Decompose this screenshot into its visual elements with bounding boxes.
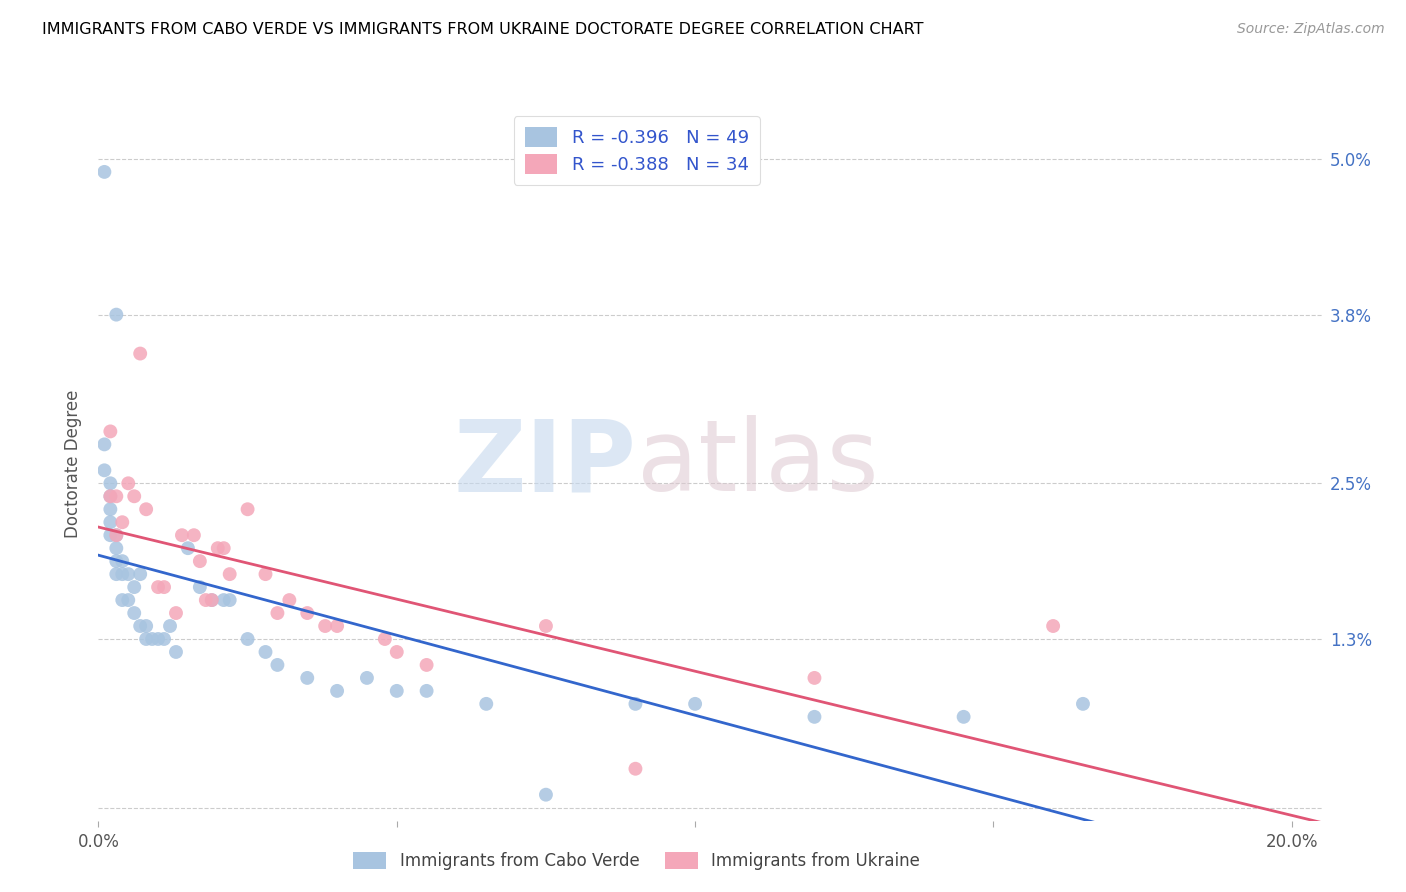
Point <box>624 762 647 776</box>
Point <box>356 671 378 685</box>
Point <box>93 165 115 179</box>
Point <box>475 697 498 711</box>
Point <box>326 684 349 698</box>
Point <box>207 541 229 556</box>
Point <box>236 502 259 516</box>
Point <box>212 541 235 556</box>
Point <box>236 632 259 646</box>
Point <box>153 580 176 594</box>
Point <box>385 684 408 698</box>
Point <box>266 657 288 672</box>
Point <box>141 632 163 646</box>
Point <box>153 632 176 646</box>
Point <box>624 697 647 711</box>
Point <box>534 619 557 633</box>
Point <box>98 489 121 503</box>
Point <box>98 476 121 491</box>
Point <box>135 632 157 646</box>
Point <box>183 528 205 542</box>
Point <box>278 593 301 607</box>
Point <box>326 619 349 633</box>
Point <box>98 515 121 529</box>
Point <box>117 567 139 582</box>
Point <box>201 593 224 607</box>
Point <box>135 502 157 516</box>
Point <box>297 671 319 685</box>
Point <box>105 541 128 556</box>
Point <box>266 606 288 620</box>
Point <box>111 515 134 529</box>
Point <box>683 697 706 711</box>
Point <box>105 308 128 322</box>
Point <box>111 593 134 607</box>
Point <box>254 567 277 582</box>
Point <box>415 684 437 698</box>
Point <box>129 567 152 582</box>
Point <box>212 593 235 607</box>
Point <box>297 606 319 620</box>
Point <box>1042 619 1064 633</box>
Point <box>415 657 437 672</box>
Point <box>135 619 157 633</box>
Point <box>177 541 200 556</box>
Point <box>129 346 152 360</box>
Point <box>117 593 139 607</box>
Point <box>105 489 128 503</box>
Point <box>803 710 825 724</box>
Point <box>170 528 193 542</box>
Point <box>146 580 169 594</box>
Point <box>122 580 145 594</box>
Point <box>534 788 557 802</box>
Point <box>218 593 240 607</box>
Text: atlas: atlas <box>637 416 879 512</box>
Point <box>165 606 187 620</box>
Point <box>105 567 128 582</box>
Text: Source: ZipAtlas.com: Source: ZipAtlas.com <box>1237 22 1385 37</box>
Point <box>98 425 121 439</box>
Point <box>105 528 128 542</box>
Text: ZIP: ZIP <box>454 416 637 512</box>
Point <box>385 645 408 659</box>
Point <box>254 645 277 659</box>
Point <box>117 476 139 491</box>
Point <box>111 567 134 582</box>
Point <box>93 437 115 451</box>
Point <box>218 567 240 582</box>
Point <box>374 632 396 646</box>
Point <box>952 710 974 724</box>
Legend: Immigrants from Cabo Verde, Immigrants from Ukraine: Immigrants from Cabo Verde, Immigrants f… <box>346 845 927 877</box>
Point <box>146 632 169 646</box>
Y-axis label: Doctorate Degree: Doctorate Degree <box>65 390 83 538</box>
Point <box>98 502 121 516</box>
Point <box>159 619 181 633</box>
Point <box>188 554 211 568</box>
Point <box>1071 697 1094 711</box>
Point <box>314 619 336 633</box>
Point <box>194 593 217 607</box>
Point <box>165 645 187 659</box>
Text: IMMIGRANTS FROM CABO VERDE VS IMMIGRANTS FROM UKRAINE DOCTORATE DEGREE CORRELATI: IMMIGRANTS FROM CABO VERDE VS IMMIGRANTS… <box>42 22 924 37</box>
Point <box>803 671 825 685</box>
Point <box>93 463 115 477</box>
Point <box>122 489 145 503</box>
Point <box>188 580 211 594</box>
Point <box>111 554 134 568</box>
Point <box>105 554 128 568</box>
Point <box>122 606 145 620</box>
Point <box>201 593 224 607</box>
Point <box>105 528 128 542</box>
Point <box>98 528 121 542</box>
Point <box>98 489 121 503</box>
Point <box>129 619 152 633</box>
